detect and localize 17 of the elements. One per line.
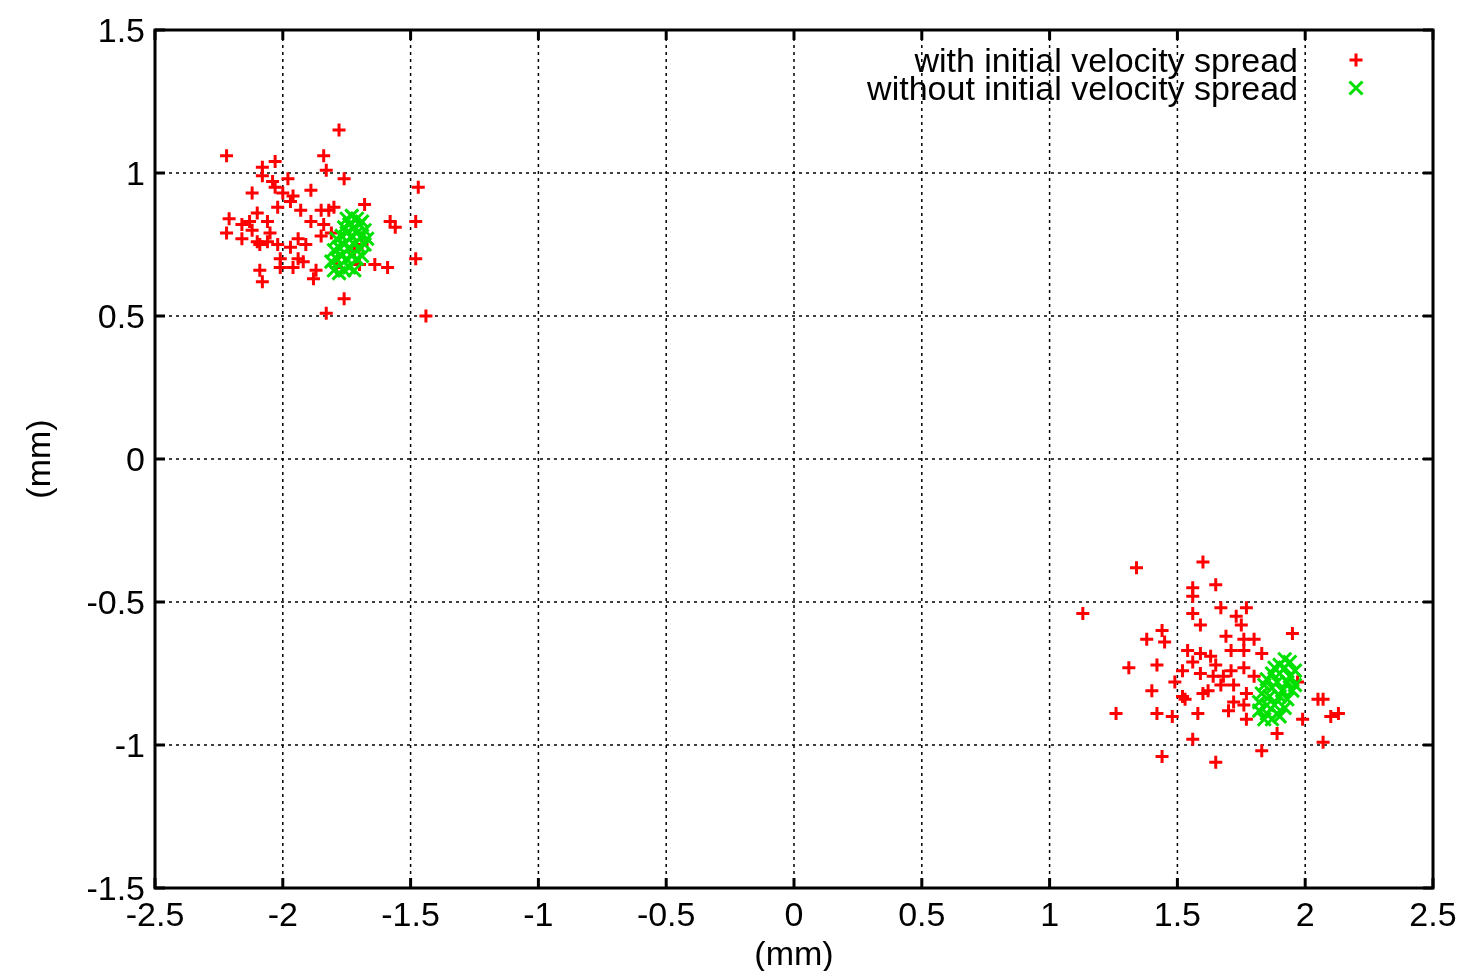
x-tick-label: 0: [784, 895, 804, 933]
x-tick-label: 0.5: [898, 895, 946, 933]
y-tick-label: -0.5: [86, 583, 145, 621]
y-tick-label: -1: [114, 726, 145, 764]
x-tick-label: -1.5: [381, 895, 440, 933]
x-tick-label: 1: [1040, 895, 1060, 933]
x-tick-label: 1.5: [1153, 895, 1202, 933]
y-axis-title: (mm): [19, 419, 57, 499]
x-tick-label: -2: [267, 895, 298, 933]
x-tick-label: -0.5: [636, 895, 696, 933]
x-tick-label: -1: [523, 895, 554, 933]
y-tick-label: 1: [126, 154, 145, 192]
x-tick-label: 2: [1295, 895, 1315, 933]
y-tick-label: 0.5: [97, 297, 145, 335]
y-tick-label: 1.5: [97, 11, 145, 49]
y-tick-label: 0: [126, 440, 145, 478]
x-tick-label: 2.5: [1409, 895, 1457, 933]
